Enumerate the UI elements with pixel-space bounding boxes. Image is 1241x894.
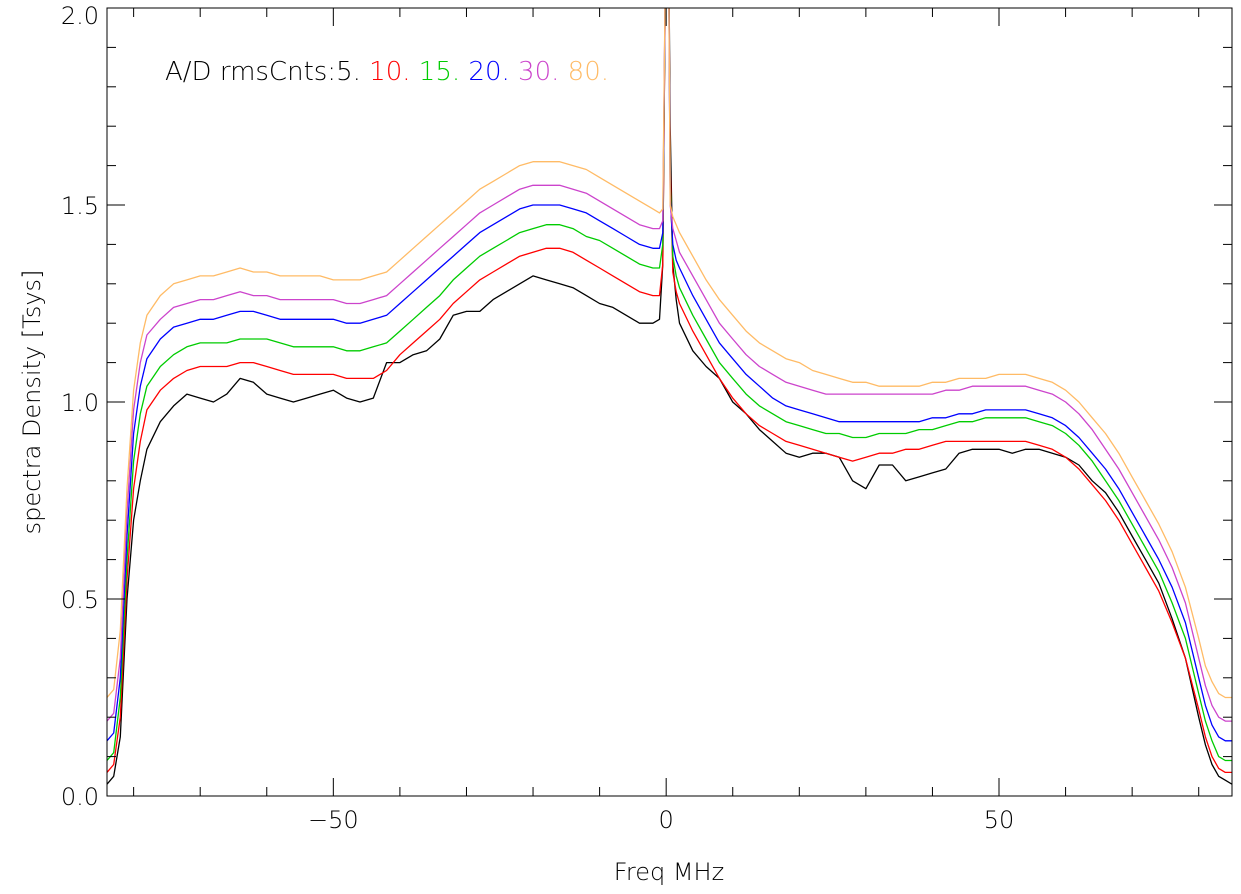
y-tick-label: 2.0	[61, 2, 99, 30]
series-line-5	[107, 8, 1232, 699]
y-tick-label: 1.0	[61, 389, 99, 417]
x-tick-label: 50	[984, 806, 1015, 834]
y-tick-label: 0.0	[61, 783, 99, 811]
legend-entry-0: 5.	[336, 57, 361, 87]
series-layer	[107, 8, 1232, 785]
y-axis-title: spectra Density [Tsys]	[18, 270, 46, 535]
legend-entry-5: 80.	[559, 57, 609, 87]
y-tick-label: 0.5	[61, 586, 99, 614]
series-line-4	[107, 8, 1232, 722]
x-tick-label: 0	[659, 806, 674, 834]
series-line-3	[107, 8, 1232, 742]
legend-entry-3: 20.	[460, 57, 510, 87]
series-line-1	[107, 8, 1232, 774]
ticks-layer: −50 0 50 0.0 0.5 1.0 1.5 2.0	[61, 2, 1232, 834]
series-line-2	[107, 8, 1232, 762]
x-axis-title: Freq MHz	[614, 858, 724, 886]
y-tick-label: 1.5	[61, 192, 99, 220]
legend: A/D rmsCnts:5. 10. 15. 20. 30. 80.	[165, 57, 609, 87]
x-tick-label: −50	[308, 806, 359, 834]
series-line-0	[107, 8, 1232, 785]
legend-entry-1: 10.	[361, 57, 411, 87]
legend-entry-2: 15.	[411, 57, 461, 87]
legend-prefix: A/D rmsCnts:	[165, 57, 336, 87]
legend-entry-4: 30.	[510, 57, 560, 87]
